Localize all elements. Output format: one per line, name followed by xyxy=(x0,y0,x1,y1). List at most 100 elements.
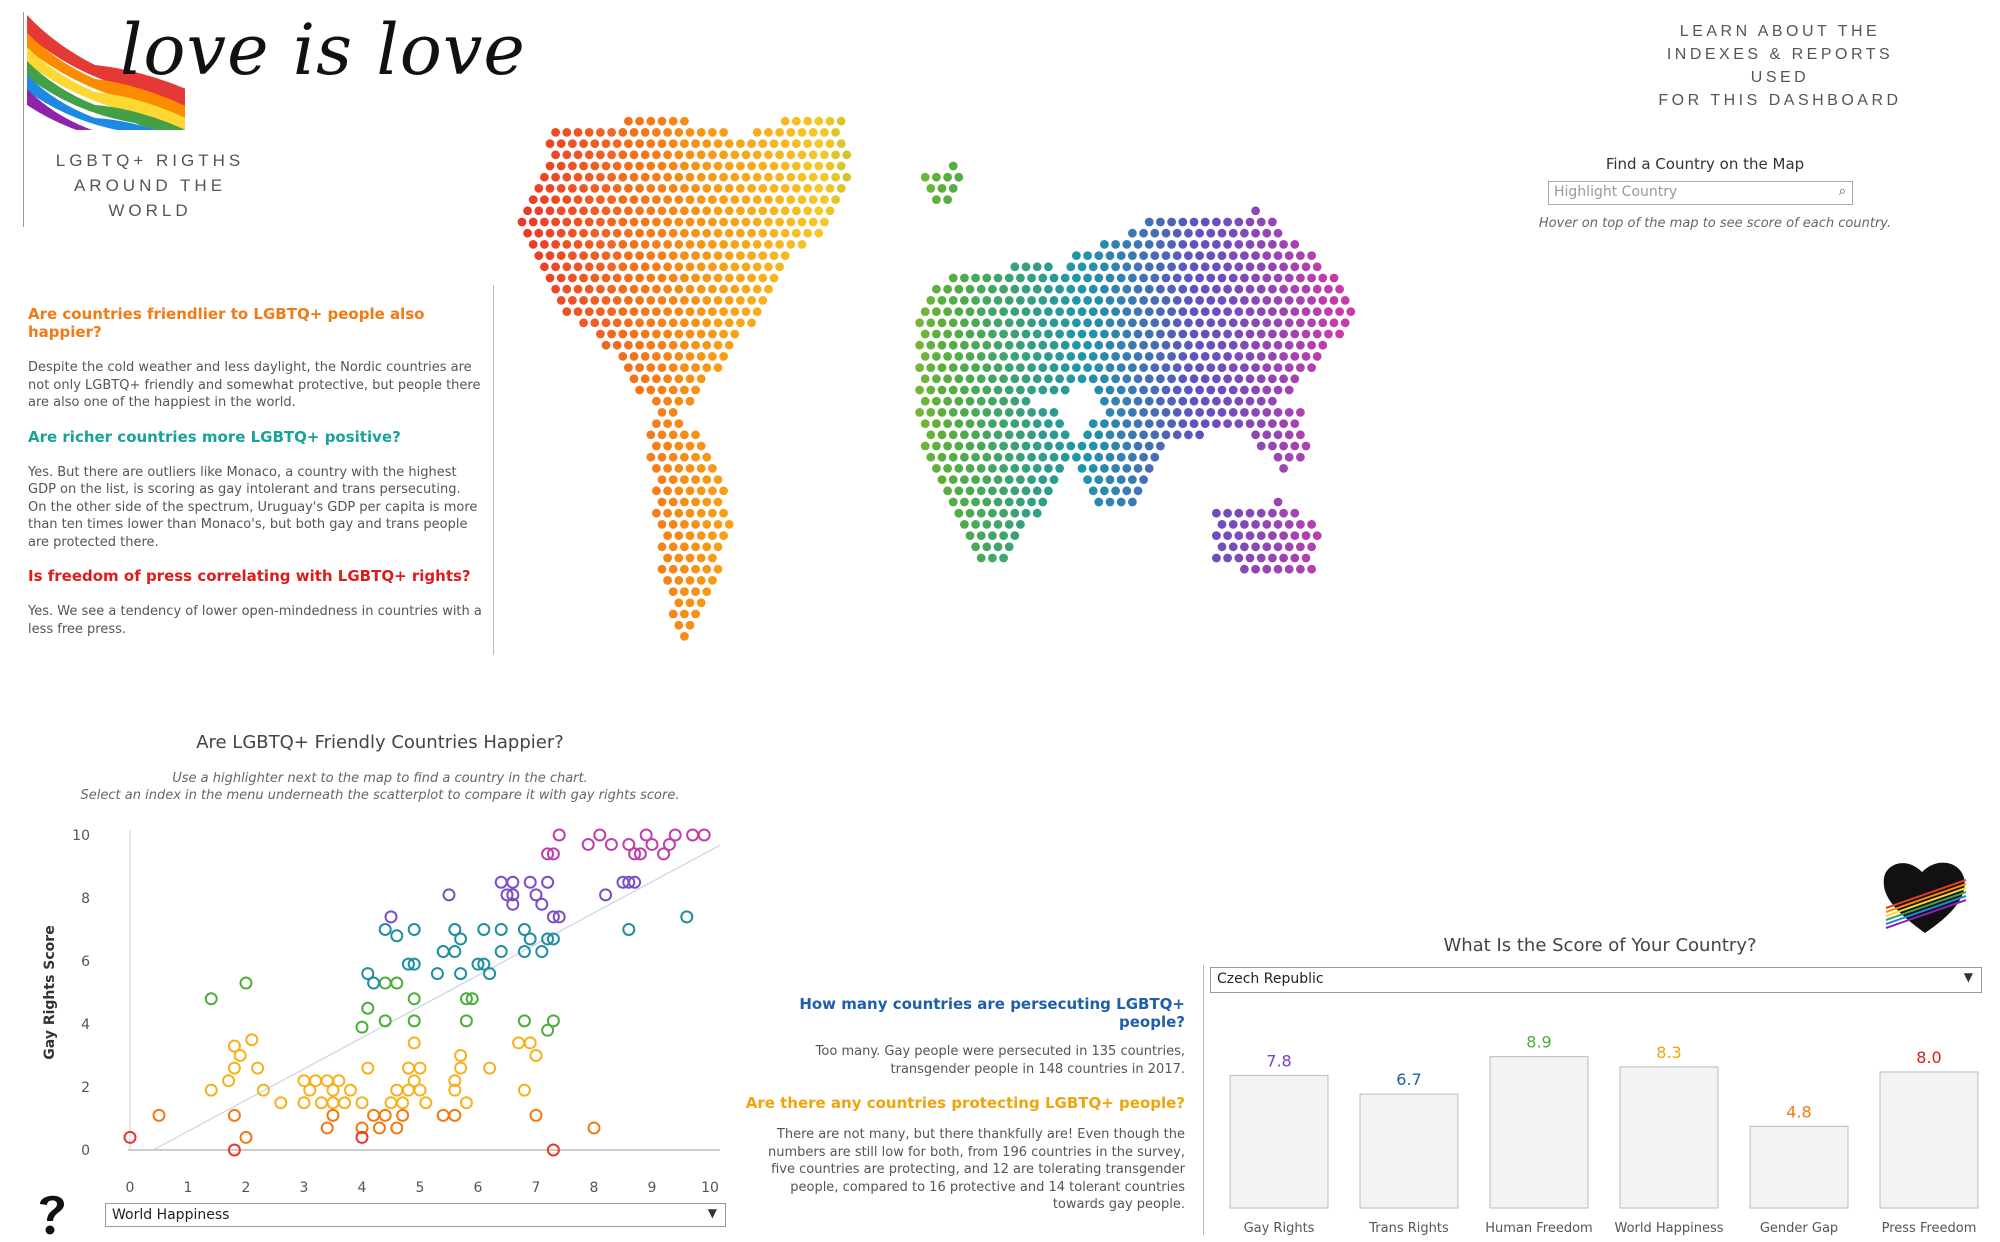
country-dot[interactable] xyxy=(652,262,661,272)
country-dot[interactable] xyxy=(741,262,751,272)
country-dot[interactable] xyxy=(1094,452,1104,462)
scatter-point[interactable] xyxy=(413,1061,427,1075)
country-dot[interactable] xyxy=(696,150,706,160)
country-dot[interactable] xyxy=(696,352,706,361)
country-dot[interactable] xyxy=(982,408,992,417)
country-dot[interactable] xyxy=(752,150,762,160)
country-dot[interactable] xyxy=(635,251,644,260)
country-dot[interactable] xyxy=(1083,273,1092,283)
country-dot[interactable] xyxy=(652,128,661,137)
country-dot[interactable] xyxy=(999,307,1008,316)
country-dot[interactable] xyxy=(1301,441,1311,451)
country-dot[interactable] xyxy=(1116,273,1126,283)
country-dot[interactable] xyxy=(1307,340,1316,350)
country-dot[interactable] xyxy=(1240,296,1249,305)
country-dot[interactable] xyxy=(696,576,706,585)
country-dot[interactable] xyxy=(562,128,572,137)
country-dot[interactable] xyxy=(1189,240,1199,249)
country-dot[interactable] xyxy=(1234,531,1244,540)
country-dot[interactable] xyxy=(579,251,588,260)
country-dot[interactable] xyxy=(624,318,633,328)
country-dot[interactable] xyxy=(1077,307,1087,316)
scatter-point[interactable] xyxy=(541,932,555,946)
country-dot[interactable] xyxy=(596,172,605,182)
country-dot[interactable] xyxy=(1111,329,1120,339)
country-dot[interactable] xyxy=(556,251,566,260)
country-dot[interactable] xyxy=(1256,531,1266,540)
country-dot[interactable] xyxy=(1284,452,1294,462)
country-dot[interactable] xyxy=(1044,441,1053,451)
country-dot[interactable] xyxy=(1217,251,1227,260)
country-dot[interactable] xyxy=(1268,262,1277,272)
country-dot[interactable] xyxy=(1172,296,1182,305)
country-dot[interactable] xyxy=(618,195,628,204)
country-dot[interactable] xyxy=(988,508,997,518)
country-dot[interactable] xyxy=(612,340,622,350)
scatter-point[interactable] xyxy=(448,1083,462,1097)
country-dot[interactable] xyxy=(797,240,807,249)
country-dot[interactable] xyxy=(590,206,600,216)
country-dot[interactable] xyxy=(1016,363,1025,372)
country-dot[interactable] xyxy=(1083,363,1092,372)
country-dot[interactable] xyxy=(1072,296,1081,305)
country-dot[interactable] xyxy=(1318,340,1328,350)
country-dot[interactable] xyxy=(1167,374,1176,384)
country-dot[interactable] xyxy=(696,217,706,227)
country-dot[interactable] xyxy=(825,139,835,148)
country-dot[interactable] xyxy=(590,273,600,283)
country-dot[interactable] xyxy=(1144,464,1154,473)
country-dot[interactable] xyxy=(646,430,656,440)
country-dot[interactable] xyxy=(775,195,784,204)
country-dot[interactable] xyxy=(1072,273,1081,283)
scatter-point[interactable] xyxy=(251,1061,265,1075)
country-dot[interactable] xyxy=(1139,273,1148,283)
country-dot[interactable] xyxy=(971,385,980,395)
country-dot[interactable] xyxy=(915,340,924,350)
country-dot[interactable] xyxy=(1318,318,1328,328)
country-dot[interactable] xyxy=(1004,497,1014,507)
country-dot[interactable] xyxy=(1156,240,1165,249)
scatter-point[interactable] xyxy=(680,910,694,924)
country-dot[interactable] xyxy=(1105,475,1115,484)
country-dot[interactable] xyxy=(696,262,706,272)
country-dot[interactable] xyxy=(568,251,577,260)
country-dot[interactable] xyxy=(702,452,712,462)
country-dot[interactable] xyxy=(629,284,639,294)
country-dot[interactable] xyxy=(1284,430,1294,440)
country-dot[interactable] xyxy=(1223,329,1232,339)
country-dot[interactable] xyxy=(1189,284,1199,294)
country-dot[interactable] xyxy=(1245,419,1255,428)
country-dot[interactable] xyxy=(1032,374,1042,384)
country-dot[interactable] xyxy=(1279,284,1288,294)
country-dot[interactable] xyxy=(668,296,678,305)
country-dot[interactable] xyxy=(1212,419,1221,428)
country-dot[interactable] xyxy=(1060,452,1070,462)
country-dot[interactable] xyxy=(1307,542,1316,552)
country-dot[interactable] xyxy=(1060,296,1070,305)
country-dot[interactable] xyxy=(1066,329,1076,339)
country-dot[interactable] xyxy=(1144,329,1154,339)
country-dot[interactable] xyxy=(607,150,616,160)
country-dot[interactable] xyxy=(993,385,1003,395)
country-dot[interactable] xyxy=(780,251,790,260)
country-dot[interactable] xyxy=(1060,430,1070,440)
scatter-point[interactable] xyxy=(448,1108,462,1122)
country-dot[interactable] xyxy=(971,340,980,350)
country-dot[interactable] xyxy=(562,195,572,204)
score-bar[interactable] xyxy=(1619,1066,1719,1209)
country-dot[interactable] xyxy=(1016,340,1025,350)
country-dot[interactable] xyxy=(724,251,734,260)
country-dot[interactable] xyxy=(1077,284,1087,294)
country-dot[interactable] xyxy=(646,116,656,126)
country-dot[interactable] xyxy=(814,228,824,238)
country-dot[interactable] xyxy=(808,150,818,160)
country-dot[interactable] xyxy=(612,184,622,193)
country-dot[interactable] xyxy=(960,318,969,328)
country-dot[interactable] xyxy=(713,542,723,552)
country-dot[interactable] xyxy=(1010,531,1020,540)
country-dot[interactable] xyxy=(820,195,829,204)
country-dot[interactable] xyxy=(657,385,667,395)
country-dot[interactable] xyxy=(668,340,678,350)
scatter-point[interactable] xyxy=(552,910,566,924)
country-dot[interactable] xyxy=(764,240,773,249)
